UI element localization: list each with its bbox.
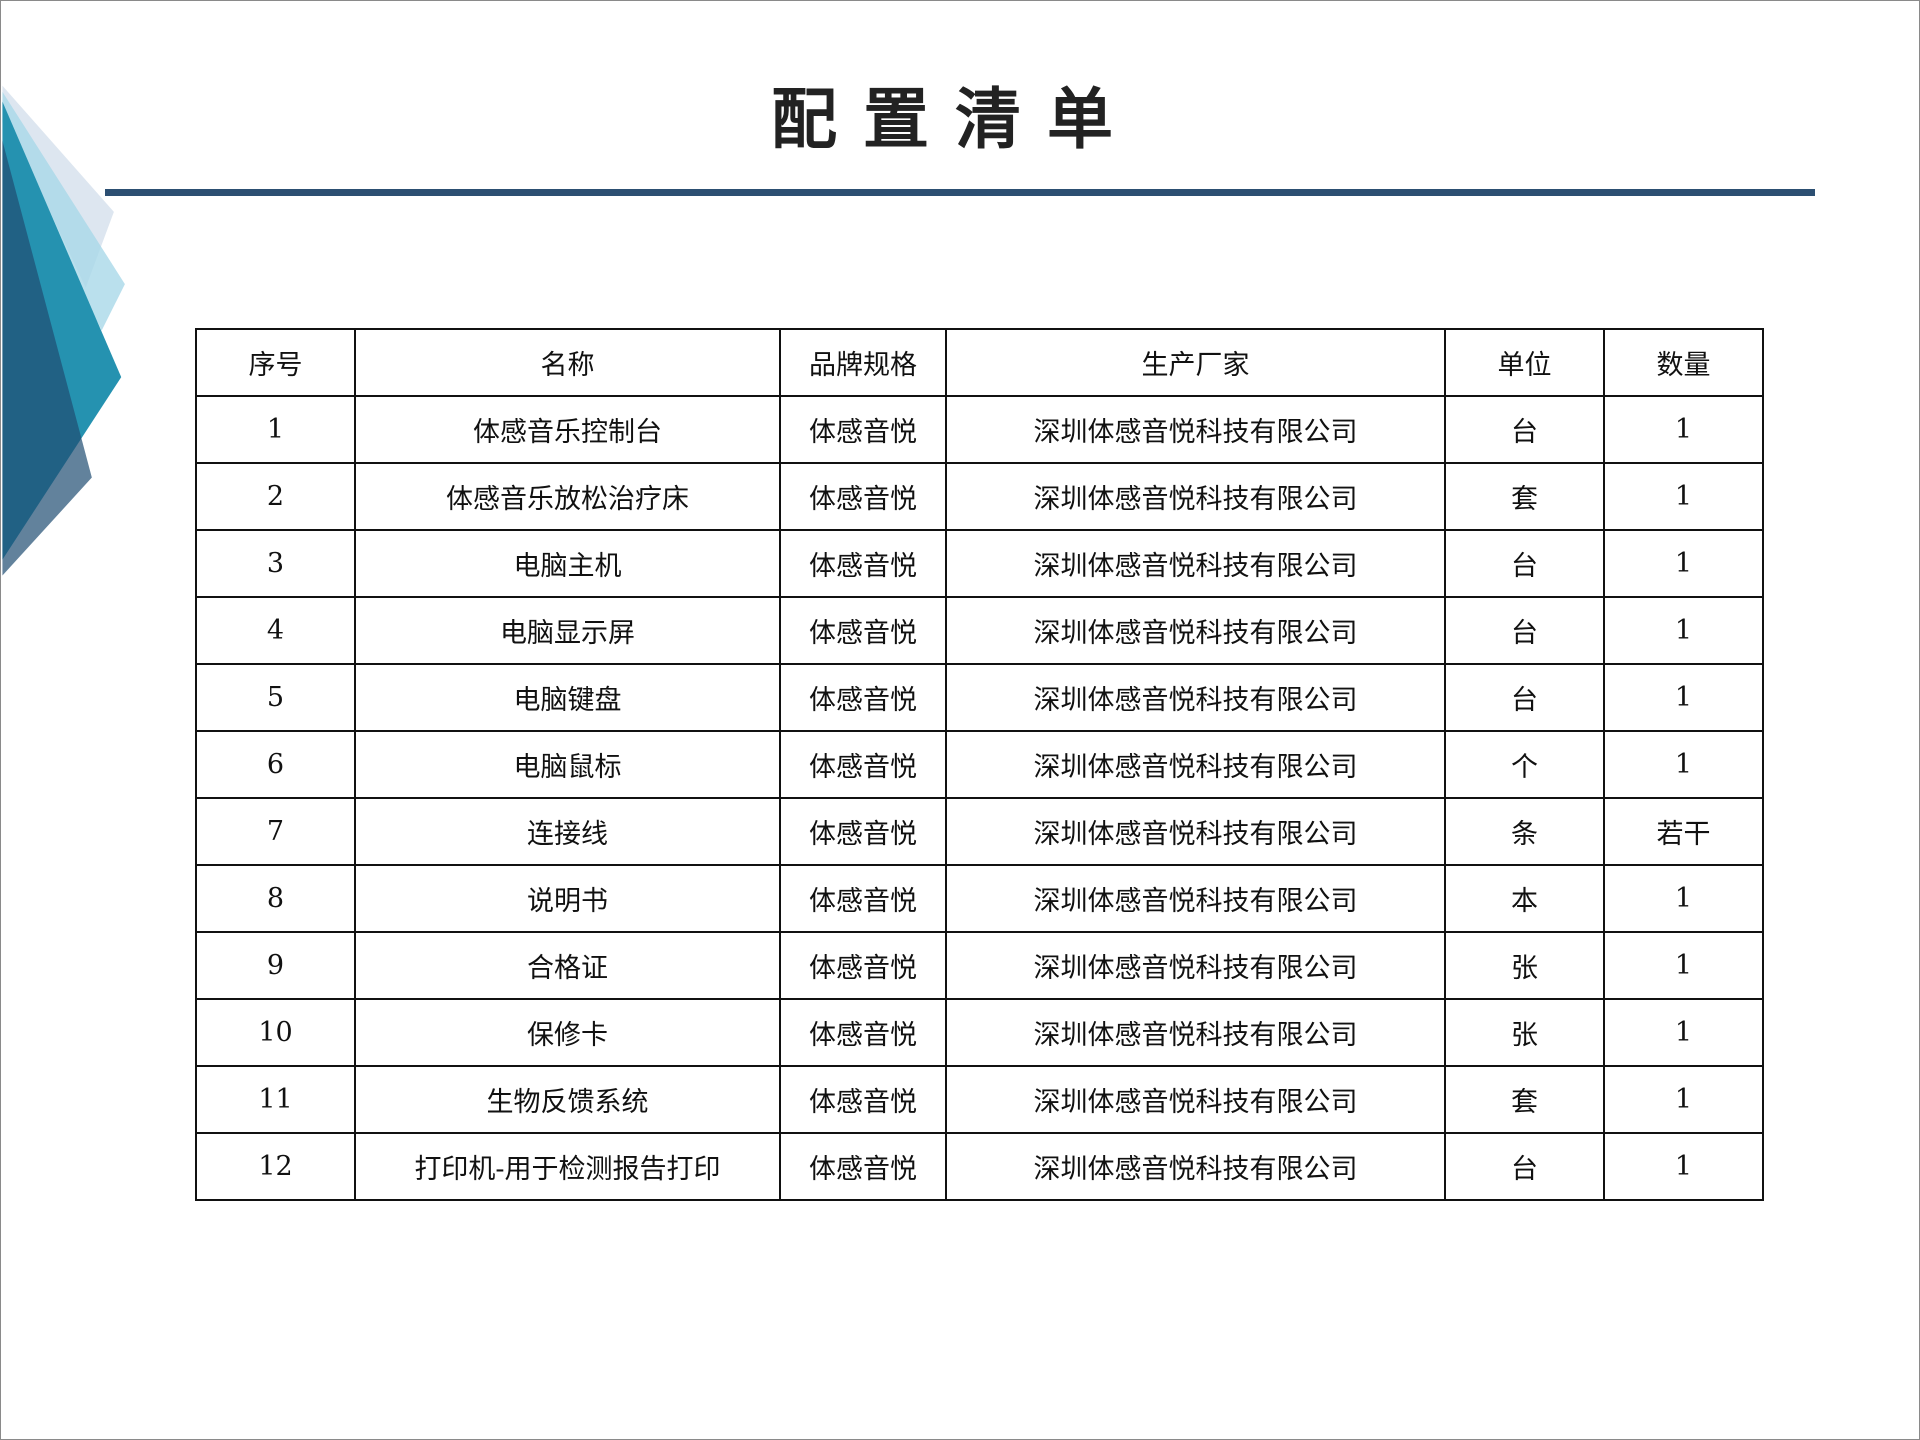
column-header-quantity: 数量 <box>1603 328 1764 397</box>
table-row: 5 电脑键盘 体感音悦 深圳体感音悦科技有限公司台 1 <box>195 663 1764 732</box>
cell-index: 12 <box>195 1132 356 1201</box>
cell-index: 8 <box>195 864 356 933</box>
cell-index: 6 <box>195 730 356 799</box>
cell-index: 1 <box>195 395 356 464</box>
column-header-unit: 单位 <box>1444 328 1605 397</box>
table-row: 12 打印机-用于检测报告打印 体感音悦 深圳体感音悦科技有限公司台 1 <box>195 1132 1764 1201</box>
cell-index: 3 <box>195 529 356 598</box>
cell-name: 说明书 <box>354 864 781 933</box>
cell-name: 电脑主机 <box>354 529 781 598</box>
cell-quantity: 1 <box>1603 730 1764 799</box>
cell-unit: 条 <box>1444 797 1605 866</box>
cell-unit: 台 <box>1444 663 1605 732</box>
table-row: 6 电脑鼠标 体感音悦 深圳体感音悦科技有限公司个 1 <box>195 730 1764 799</box>
table-row: 8 说明书 体感音悦 深圳体感音悦科技有限公司本 1 <box>195 864 1764 933</box>
cell-quantity: 1 <box>1603 931 1764 1000</box>
cell-brand: 体感音悦 <box>779 730 947 799</box>
cell-brand: 体感音悦 <box>779 998 947 1067</box>
cell-unit: 台 <box>1444 395 1605 464</box>
cell-manufacturer: 深圳体感音悦科技有限公司 <box>945 596 1446 665</box>
cell-name: 保修卡 <box>354 998 781 1067</box>
cell-quantity: 1 <box>1603 1132 1764 1201</box>
table-row: 1 体感音乐控制台 体感音悦 深圳体感音悦科技有限公司台 1 <box>195 395 1764 464</box>
column-header-name: 名称 <box>354 328 781 397</box>
cell-name: 连接线 <box>354 797 781 866</box>
table-row: 3 电脑主机 体感音悦 深圳体感音悦科技有限公司台 1 <box>195 529 1764 598</box>
cell-name: 打印机-用于检测报告打印 <box>354 1132 781 1201</box>
cell-index: 9 <box>195 931 356 1000</box>
cell-name: 体感音乐放松治疗床 <box>354 462 781 531</box>
table-row: 9 合格证 体感音悦 深圳体感音悦科技有限公司张 1 <box>195 931 1764 1000</box>
cell-brand: 体感音悦 <box>779 529 947 598</box>
cell-quantity: 1 <box>1603 596 1764 665</box>
title-divider <box>105 189 1815 196</box>
cell-name: 电脑鼠标 <box>354 730 781 799</box>
cell-quantity: 1 <box>1603 395 1764 464</box>
cell-manufacturer: 深圳体感音悦科技有限公司 <box>945 931 1446 1000</box>
cell-quantity: 1 <box>1603 663 1764 732</box>
cell-manufacturer: 深圳体感音悦科技有限公司 <box>945 663 1446 732</box>
cell-manufacturer: 深圳体感音悦科技有限公司 <box>945 864 1446 933</box>
cell-quantity: 1 <box>1603 462 1764 531</box>
cell-brand: 体感音悦 <box>779 797 947 866</box>
configuration-table: 序号 名称 品牌规格 生产厂家 单位 数量 1 体感音乐控制台 体感音悦 深圳体感音悦科技有限公… <box>195 328 1764 1201</box>
cell-unit: 台 <box>1444 596 1605 665</box>
table-header-row: 序号 名称 品牌规格 生产厂家 单位 数量 <box>195 328 1764 397</box>
column-header-index: 序号 <box>195 328 356 397</box>
cell-quantity: 1 <box>1603 864 1764 933</box>
table-row: 11 生物反馈系统 体感音悦 深圳体感音悦科技有限公司套 1 <box>195 1065 1764 1134</box>
cell-quantity: 若干 <box>1603 797 1764 866</box>
table-row: 2 体感音乐放松治疗床 体感音悦 深圳体感音悦科技有限公司套 1 <box>195 462 1764 531</box>
cell-manufacturer: 深圳体感音悦科技有限公司 <box>945 462 1446 531</box>
cell-unit: 套 <box>1444 1065 1605 1134</box>
cell-manufacturer: 深圳体感音悦科技有限公司 <box>945 730 1446 799</box>
cell-manufacturer: 深圳体感音悦科技有限公司 <box>945 529 1446 598</box>
cell-manufacturer: 深圳体感音悦科技有限公司 <box>945 1065 1446 1134</box>
cell-quantity: 1 <box>1603 1065 1764 1134</box>
cell-brand: 体感音悦 <box>779 663 947 732</box>
cell-unit: 本 <box>1444 864 1605 933</box>
cell-brand: 体感音悦 <box>779 395 947 464</box>
cell-index: 4 <box>195 596 356 665</box>
cell-brand: 体感音悦 <box>779 1065 947 1134</box>
cell-manufacturer: 深圳体感音悦科技有限公司 <box>945 797 1446 866</box>
cell-unit: 张 <box>1444 931 1605 1000</box>
deco-dark-triangle <box>2 140 92 576</box>
cell-unit: 个 <box>1444 730 1605 799</box>
column-header-manufacturer: 生产厂家 <box>945 328 1446 397</box>
cell-manufacturer: 深圳体感音悦科技有限公司 <box>945 998 1446 1067</box>
cell-unit: 张 <box>1444 998 1605 1067</box>
cell-name: 电脑键盘 <box>354 663 781 732</box>
cell-index: 7 <box>195 797 356 866</box>
cell-unit: 台 <box>1444 1132 1605 1201</box>
table-row: 7 连接线 体感音悦 深圳体感音悦科技有限公司条若干 <box>195 797 1764 866</box>
table-row: 10 保修卡 体感音悦 深圳体感音悦科技有限公司张 1 <box>195 998 1764 1067</box>
cell-brand: 体感音悦 <box>779 1132 947 1201</box>
cell-brand: 体感音悦 <box>779 864 947 933</box>
cell-index: 11 <box>195 1065 356 1134</box>
cell-manufacturer: 深圳体感音悦科技有限公司 <box>945 1132 1446 1201</box>
cell-name: 生物反馈系统 <box>354 1065 781 1134</box>
cell-brand: 体感音悦 <box>779 596 947 665</box>
cell-index: 5 <box>195 663 356 732</box>
table-row: 4 电脑显示屏 体感音悦 深圳体感音悦科技有限公司台 1 <box>195 596 1764 665</box>
cell-unit: 台 <box>1444 529 1605 598</box>
cell-name: 合格证 <box>354 931 781 1000</box>
cell-brand: 体感音悦 <box>779 462 947 531</box>
cell-name: 体感音乐控制台 <box>354 395 781 464</box>
cell-unit: 套 <box>1444 462 1605 531</box>
page-title: 配置清单 <box>771 81 1139 158</box>
cell-brand: 体感音悦 <box>779 931 947 1000</box>
column-header-brand: 品牌规格 <box>779 328 947 397</box>
cell-name: 电脑显示屏 <box>354 596 781 665</box>
deco-light-triangle <box>2 91 125 331</box>
cell-manufacturer: 深圳体感音悦科技有限公司 <box>945 395 1446 464</box>
cell-index: 2 <box>195 462 356 531</box>
cell-quantity: 1 <box>1603 529 1764 598</box>
cell-quantity: 1 <box>1603 998 1764 1067</box>
cell-index: 10 <box>195 998 356 1067</box>
